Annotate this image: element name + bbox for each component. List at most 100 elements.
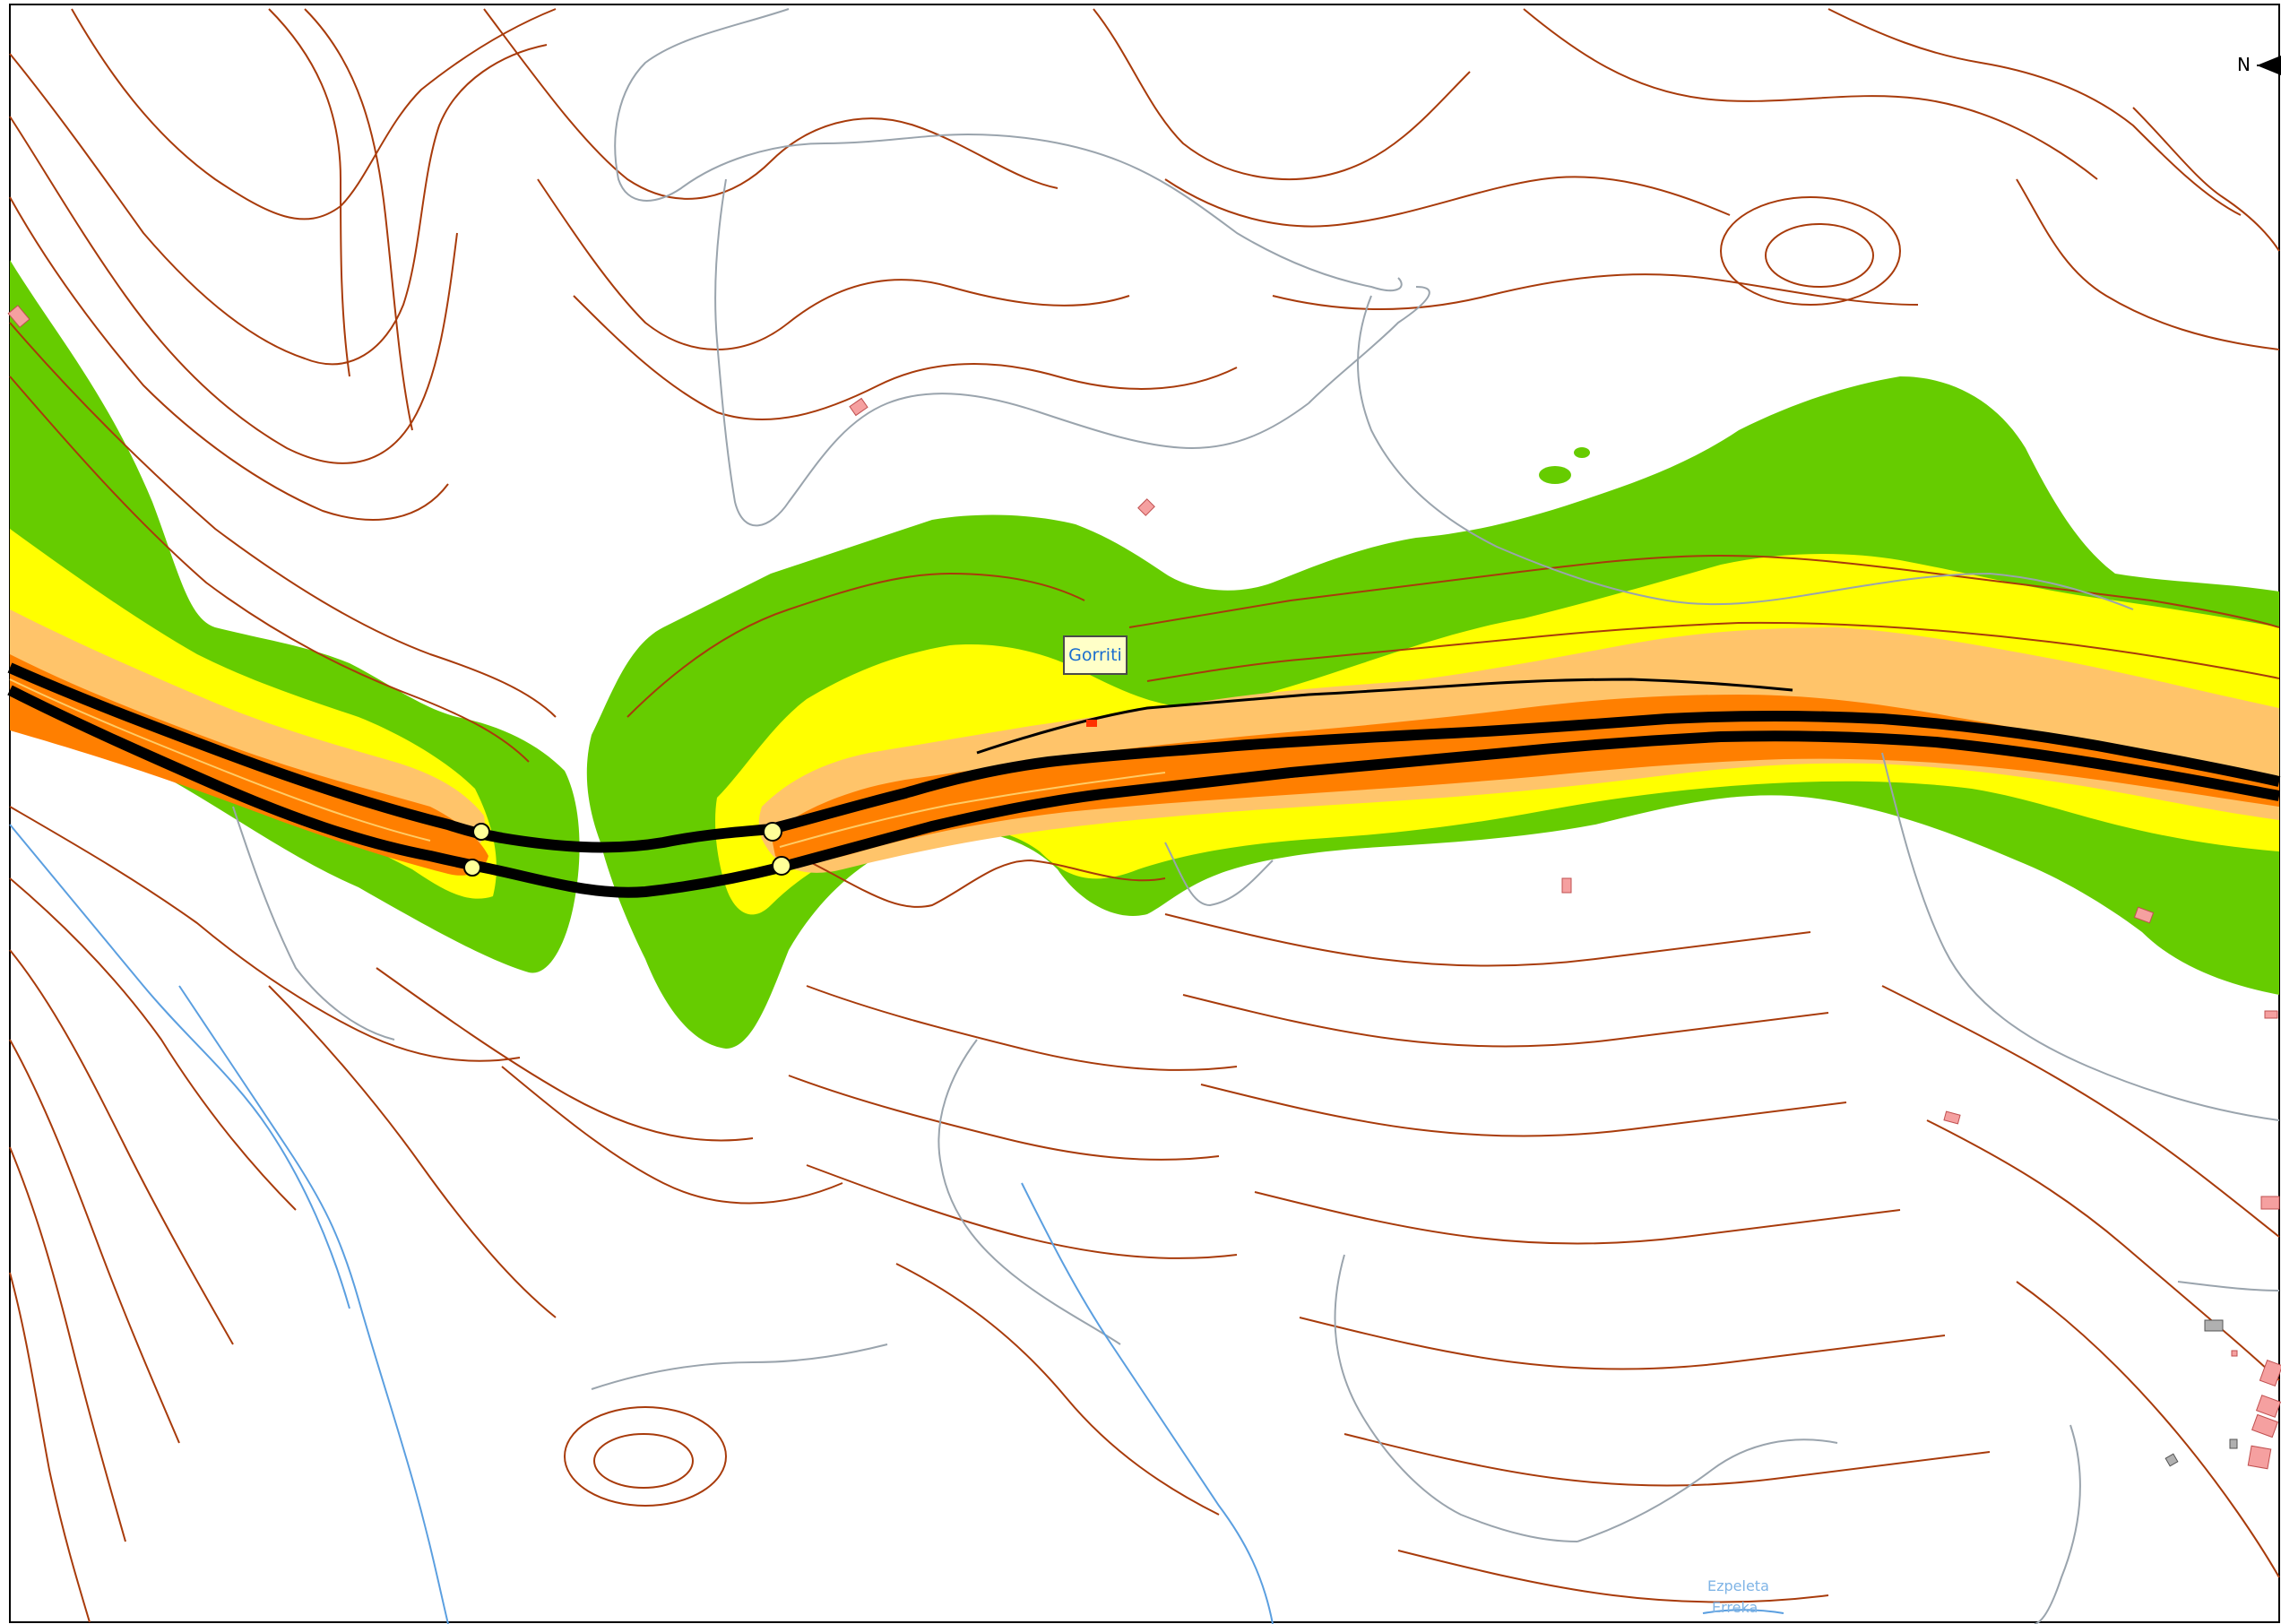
contour-line bbox=[304, 8, 413, 431]
local-road bbox=[1334, 1254, 1578, 1542]
contour-line bbox=[806, 859, 1166, 908]
contour-line bbox=[1926, 1119, 2280, 1381]
contour-line bbox=[268, 985, 557, 1318]
motorway-centre-line bbox=[779, 772, 1166, 848]
contour-line bbox=[1146, 621, 2280, 682]
contour-line bbox=[806, 1164, 1238, 1259]
contour-line bbox=[1397, 1550, 1829, 1603]
place-label-gorriti[interactable]: Gorriti bbox=[1063, 635, 1128, 675]
contour-line bbox=[9, 116, 458, 464]
contour-line bbox=[806, 985, 1238, 1071]
tunnel-portal-icon bbox=[772, 856, 791, 876]
stream bbox=[1021, 1182, 1274, 1624]
contour-line bbox=[9, 806, 521, 1062]
building-icon bbox=[1561, 877, 1572, 894]
contour-line bbox=[501, 1066, 843, 1205]
contour-hilltop bbox=[593, 1433, 694, 1489]
local-road bbox=[2177, 1281, 2280, 1291]
building-icon bbox=[1943, 1110, 1961, 1125]
contour-line bbox=[895, 1263, 1220, 1516]
building-icon bbox=[7, 305, 30, 328]
building-icon bbox=[2204, 1319, 2224, 1332]
building-icon bbox=[2251, 1413, 2278, 1438]
local-road bbox=[1164, 842, 1274, 907]
contour-line bbox=[1299, 1317, 1946, 1370]
contour-line bbox=[9, 1272, 91, 1623]
local-road bbox=[1357, 295, 2134, 610]
contour-line bbox=[483, 8, 1058, 200]
noise-zone-green-islet bbox=[1574, 447, 1590, 458]
contour-line bbox=[1344, 1433, 1991, 1487]
contour-line bbox=[2016, 1281, 2280, 1578]
contour-line bbox=[537, 178, 1130, 350]
building-icon bbox=[2259, 1360, 2281, 1386]
local-road bbox=[714, 178, 1309, 527]
motorway bbox=[7, 662, 2281, 898]
contour-line bbox=[9, 1039, 180, 1444]
building-icon bbox=[1086, 720, 1097, 727]
local-roads bbox=[232, 8, 2280, 1624]
building-icon bbox=[2247, 1445, 2272, 1470]
contour-lines bbox=[9, 8, 2280, 1623]
local-road bbox=[614, 8, 1403, 292]
building-icon bbox=[2133, 906, 2155, 924]
north-arrow-label: N bbox=[2237, 54, 2251, 75]
motorway-centre-line bbox=[9, 678, 431, 842]
contour-line bbox=[9, 196, 449, 521]
local-road bbox=[1577, 1438, 1838, 1542]
service-road bbox=[976, 678, 1793, 755]
north-arrow-icon bbox=[2257, 56, 2281, 75]
local-road bbox=[1308, 286, 1430, 404]
contour-line bbox=[573, 295, 1238, 421]
local-road bbox=[232, 806, 395, 1041]
stream bbox=[9, 824, 350, 1309]
contour-line bbox=[2016, 178, 2280, 350]
building-icon bbox=[2255, 1395, 2281, 1418]
tunnel-portal-icon bbox=[763, 822, 782, 842]
tunnel-portal-icon bbox=[472, 823, 490, 841]
service-road bbox=[1075, 771, 1327, 799]
contour-line bbox=[1272, 273, 1919, 310]
buildings bbox=[7, 305, 2281, 1470]
tunnel-portal-icon bbox=[463, 859, 481, 877]
contour-line bbox=[9, 322, 557, 718]
stream-label-line-1: Ezpeleta bbox=[1707, 1577, 1769, 1594]
contour-line bbox=[626, 572, 1085, 718]
local-road bbox=[1881, 752, 2280, 1121]
local-road bbox=[591, 1343, 888, 1390]
contour-line bbox=[1881, 985, 2280, 1238]
contour-line bbox=[9, 1146, 126, 1542]
stream bbox=[1702, 1609, 1784, 1614]
contour-line bbox=[1093, 8, 1471, 180]
contour-line bbox=[1827, 8, 2242, 216]
contour-line bbox=[268, 8, 350, 377]
contour-line bbox=[2132, 107, 2280, 252]
contour-line bbox=[1182, 994, 1829, 1048]
noise-zone-green-islet bbox=[1539, 466, 1571, 484]
contour-line bbox=[1164, 913, 1811, 967]
contour-hilltop bbox=[1765, 223, 1874, 288]
building-icon bbox=[2260, 1196, 2280, 1210]
stream-label-line-2: Erreka bbox=[1712, 1599, 1758, 1616]
contour-hilltop bbox=[1720, 196, 1901, 306]
contour-hilltop bbox=[564, 1406, 727, 1507]
building-icon bbox=[2231, 1350, 2238, 1357]
local-road bbox=[2034, 1424, 2081, 1624]
stream bbox=[178, 985, 449, 1624]
contour-line bbox=[9, 949, 234, 1345]
building-icon bbox=[849, 397, 868, 417]
building-icon bbox=[1137, 498, 1155, 516]
contour-line bbox=[1128, 554, 2280, 628]
contour-line bbox=[9, 877, 297, 1211]
tunnel-portals bbox=[463, 822, 791, 877]
contour-line bbox=[1254, 1191, 1901, 1245]
contour-line bbox=[1523, 8, 2098, 180]
streams bbox=[9, 824, 1784, 1624]
motorway-carriageway-north bbox=[7, 662, 2281, 853]
building-icon bbox=[2229, 1438, 2238, 1449]
building-icon bbox=[2164, 1453, 2179, 1467]
contour-line bbox=[1200, 1084, 1847, 1137]
contour-line bbox=[788, 1075, 1220, 1161]
